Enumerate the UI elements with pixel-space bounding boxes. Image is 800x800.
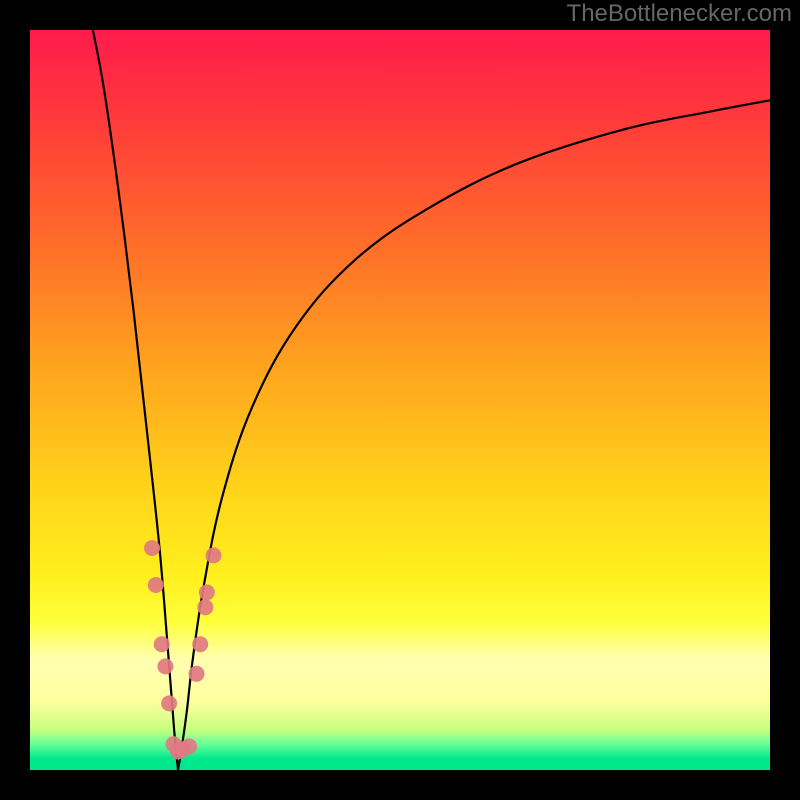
data-marker <box>157 658 173 674</box>
data-marker <box>148 577 164 593</box>
data-marker <box>154 636 170 652</box>
watermark-text: TheBottlenecker.com <box>567 0 792 28</box>
bottleneck-chart-svg <box>0 0 800 800</box>
data-marker <box>199 584 215 600</box>
data-marker <box>144 540 160 556</box>
data-marker <box>189 666 205 682</box>
data-marker <box>206 547 222 563</box>
data-marker <box>181 738 197 754</box>
chart-container: TheBottlenecker.com <box>0 0 800 800</box>
data-marker <box>197 599 213 615</box>
data-marker <box>161 695 177 711</box>
gradient-background <box>30 30 770 770</box>
data-marker <box>192 636 208 652</box>
